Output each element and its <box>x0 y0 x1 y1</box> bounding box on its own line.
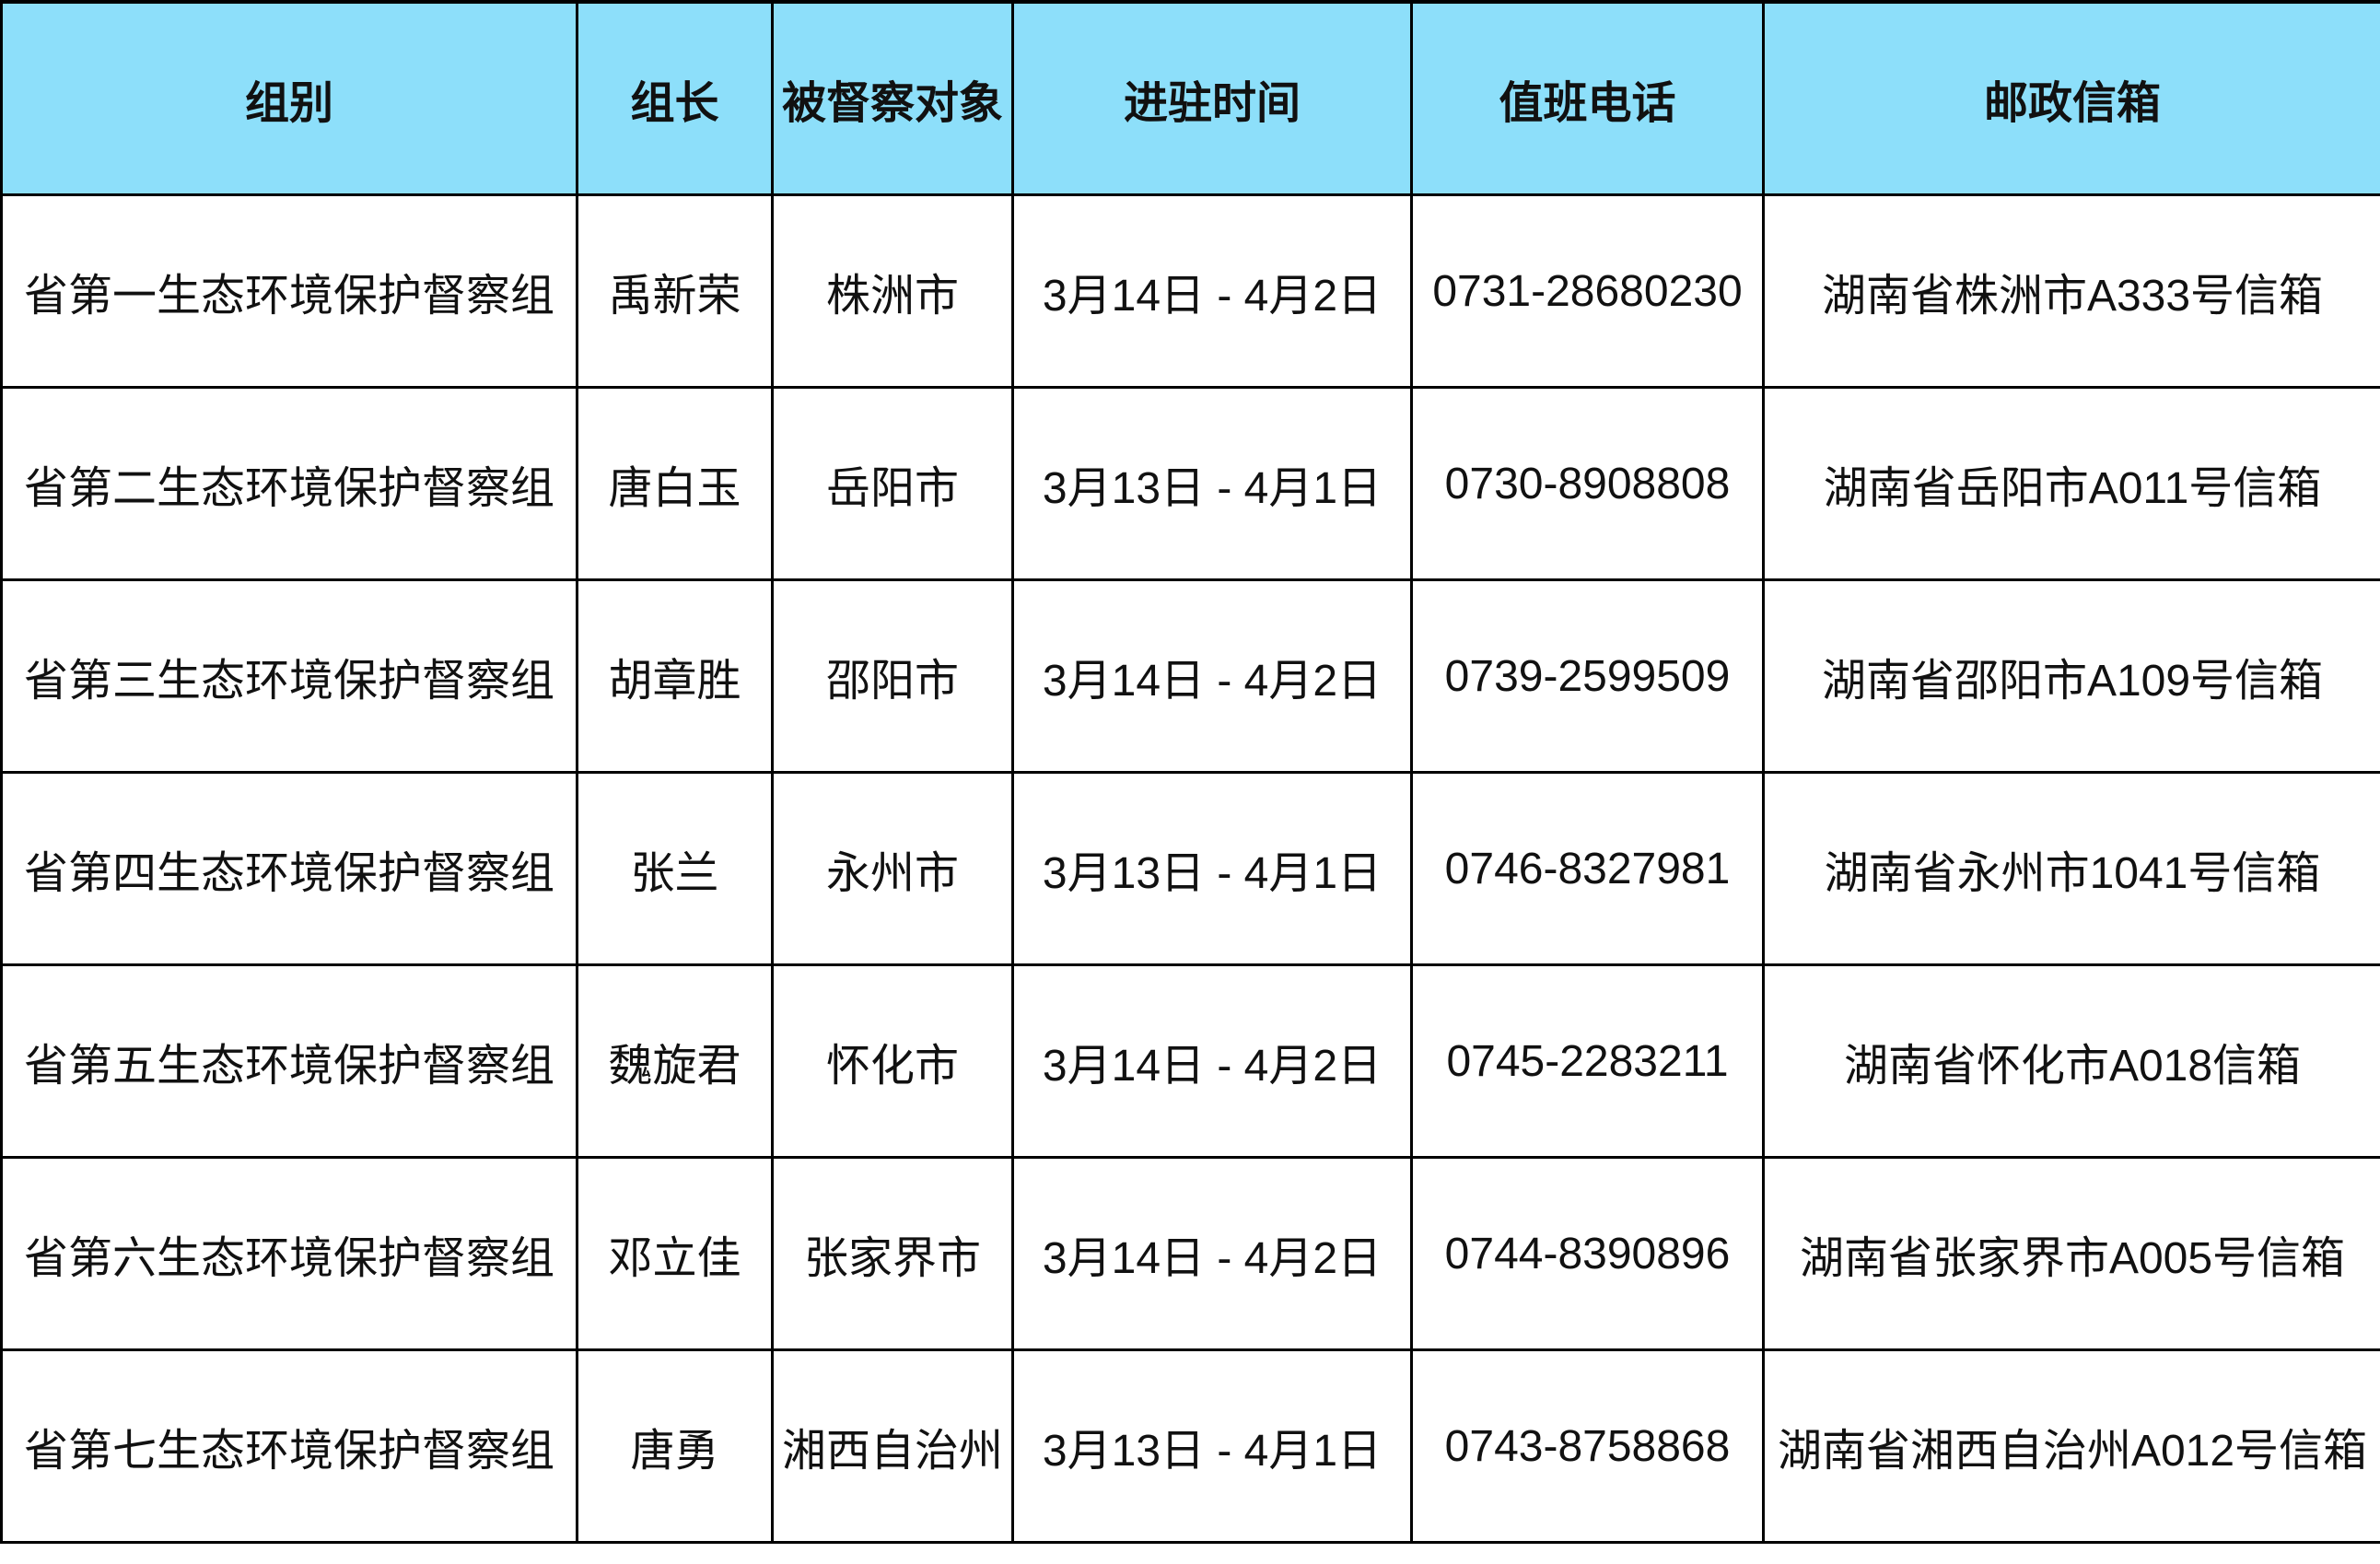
table-row: 省第五生态环境保护督察组 魏旋君 怀化市 3月14日 - 4月2日 0745-22832… <box>0 963 2380 1159</box>
header-leader: 组长 <box>576 0 774 196</box>
table-row: 省第七生态环境保护督察组 唐勇 湘西自治州 3月13日 - 4月1日 0743-8758… <box>0 1348 2380 1544</box>
cell-leader: 唐白玉 <box>576 386 774 581</box>
cell-phone: 0743-8758868 <box>1410 1348 1765 1544</box>
table-row: 省第二生态环境保护督察组 唐白玉 岳阳市 3月13日 - 4月1日 0730-89088… <box>0 386 2380 581</box>
cell-phone: 0730-8908808 <box>1410 386 1765 581</box>
cell-target: 张家界市 <box>771 1156 1014 1351</box>
cell-period: 3月14日 - 4月2日 <box>1011 963 1413 1159</box>
cell-period: 3月13日 - 4月1日 <box>1011 386 1413 581</box>
cell-leader: 邓立佳 <box>576 1156 774 1351</box>
cell-leader: 张兰 <box>576 771 774 966</box>
cell-mailbox: 湖南省张家界市A005号信箱 <box>1762 1156 2380 1351</box>
cell-phone: 0744-8390896 <box>1410 1156 1765 1351</box>
header-row: 组别 组长 被督察对象 进驻时间 值班电话 邮政信箱 <box>0 0 2380 196</box>
cell-period: 3月13日 - 4月1日 <box>1011 771 1413 966</box>
cell-group: 省第四生态环境保护督察组 <box>0 771 578 966</box>
cell-period: 3月13日 - 4月1日 <box>1011 1348 1413 1544</box>
cell-phone: 0745-2283211 <box>1410 963 1765 1159</box>
cell-leader: 禹新荣 <box>576 193 774 389</box>
header-group: 组别 <box>0 0 578 196</box>
cell-period: 3月14日 - 4月2日 <box>1011 1156 1413 1351</box>
cell-mailbox: 湖南省株洲市A333号信箱 <box>1762 193 2380 389</box>
table-row: 省第三生态环境保护督察组 胡章胜 邵阳市 3月14日 - 4月2日 0739-25995… <box>0 578 2380 774</box>
header-phone: 值班电话 <box>1410 0 1765 196</box>
table-row: 省第一生态环境保护督察组 禹新荣 株洲市 3月14日 - 4月2日 0731-28680… <box>0 193 2380 389</box>
cell-target: 湘西自治州 <box>771 1348 1014 1544</box>
cell-leader: 胡章胜 <box>576 578 774 774</box>
cell-group: 省第一生态环境保护督察组 <box>0 193 578 389</box>
cell-leader: 唐勇 <box>576 1348 774 1544</box>
header-mailbox: 邮政信箱 <box>1762 0 2380 196</box>
cell-target: 永州市 <box>771 771 1014 966</box>
header-target: 被督察对象 <box>771 0 1014 196</box>
cell-mailbox: 湖南省岳阳市A011号信箱 <box>1762 386 2380 581</box>
table-row: 省第四生态环境保护督察组 张兰 永州市 3月13日 - 4月1日 0746-832798… <box>0 771 2380 966</box>
cell-mailbox: 湖南省永州市1041号信箱 <box>1762 771 2380 966</box>
cell-target: 邵阳市 <box>771 578 1014 774</box>
cell-target: 株洲市 <box>771 193 1014 389</box>
cell-group: 省第六生态环境保护督察组 <box>0 1156 578 1351</box>
cell-group: 省第二生态环境保护督察组 <box>0 386 578 581</box>
cell-period: 3月14日 - 4月2日 <box>1011 578 1413 774</box>
cell-target: 怀化市 <box>771 963 1014 1159</box>
cell-mailbox: 湖南省邵阳市A109号信箱 <box>1762 578 2380 774</box>
cell-group: 省第五生态环境保护督察组 <box>0 963 578 1159</box>
cell-leader: 魏旋君 <box>576 963 774 1159</box>
header-period: 进驻时间 <box>1011 0 1413 196</box>
cell-mailbox: 湖南省怀化市A018信箱 <box>1762 963 2380 1159</box>
cell-phone: 0731-28680230 <box>1410 193 1765 389</box>
table-row: 省第六生态环境保护督察组 邓立佳 张家界市 3月14日 - 4月2日 0744-8390… <box>0 1156 2380 1351</box>
cell-target: 岳阳市 <box>771 386 1014 581</box>
cell-group: 省第三生态环境保护督察组 <box>0 578 578 774</box>
cell-group: 省第七生态环境保护督察组 <box>0 1348 578 1544</box>
cell-phone: 0739-2599509 <box>1410 578 1765 774</box>
cell-period: 3月14日 - 4月2日 <box>1011 193 1413 389</box>
cell-mailbox: 湖南省湘西自治州A012号信箱 <box>1762 1348 2380 1544</box>
cell-phone: 0746-8327981 <box>1410 771 1765 966</box>
